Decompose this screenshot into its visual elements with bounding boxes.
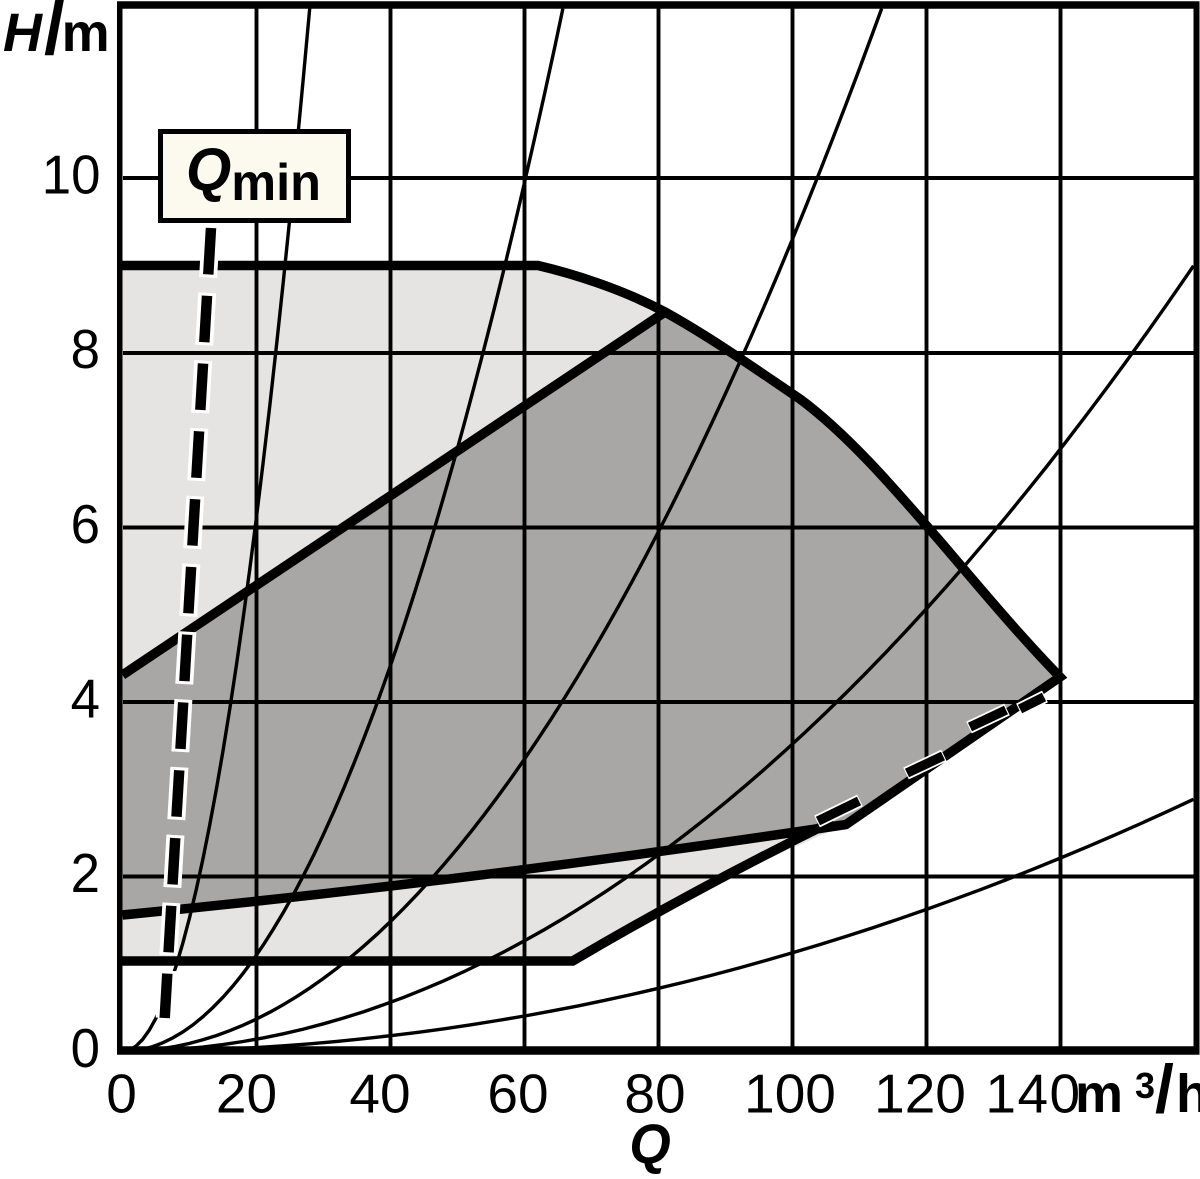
svg-text:80: 80 bbox=[624, 1063, 685, 1125]
svg-text:20: 20 bbox=[216, 1063, 277, 1125]
svg-text:m3/h: m 3/h bbox=[1075, 1051, 1200, 1127]
svg-text:140: 140 bbox=[985, 1063, 1081, 1125]
svg-text:4: 4 bbox=[71, 669, 100, 730]
svg-text:6: 6 bbox=[71, 494, 100, 555]
svg-text:40: 40 bbox=[349, 1063, 410, 1125]
svg-text:10: 10 bbox=[42, 145, 101, 206]
svg-text:100: 100 bbox=[744, 1063, 836, 1125]
svg-text:Q: Q bbox=[629, 1113, 670, 1176]
svg-text:0: 0 bbox=[106, 1063, 137, 1125]
svg-text:0: 0 bbox=[71, 1018, 100, 1079]
svg-text:8: 8 bbox=[71, 319, 100, 380]
svg-text:2: 2 bbox=[71, 843, 100, 904]
svg-text:H/m: H/m bbox=[3, 0, 110, 70]
svg-text:120: 120 bbox=[874, 1063, 966, 1125]
svg-text:60: 60 bbox=[487, 1063, 548, 1125]
